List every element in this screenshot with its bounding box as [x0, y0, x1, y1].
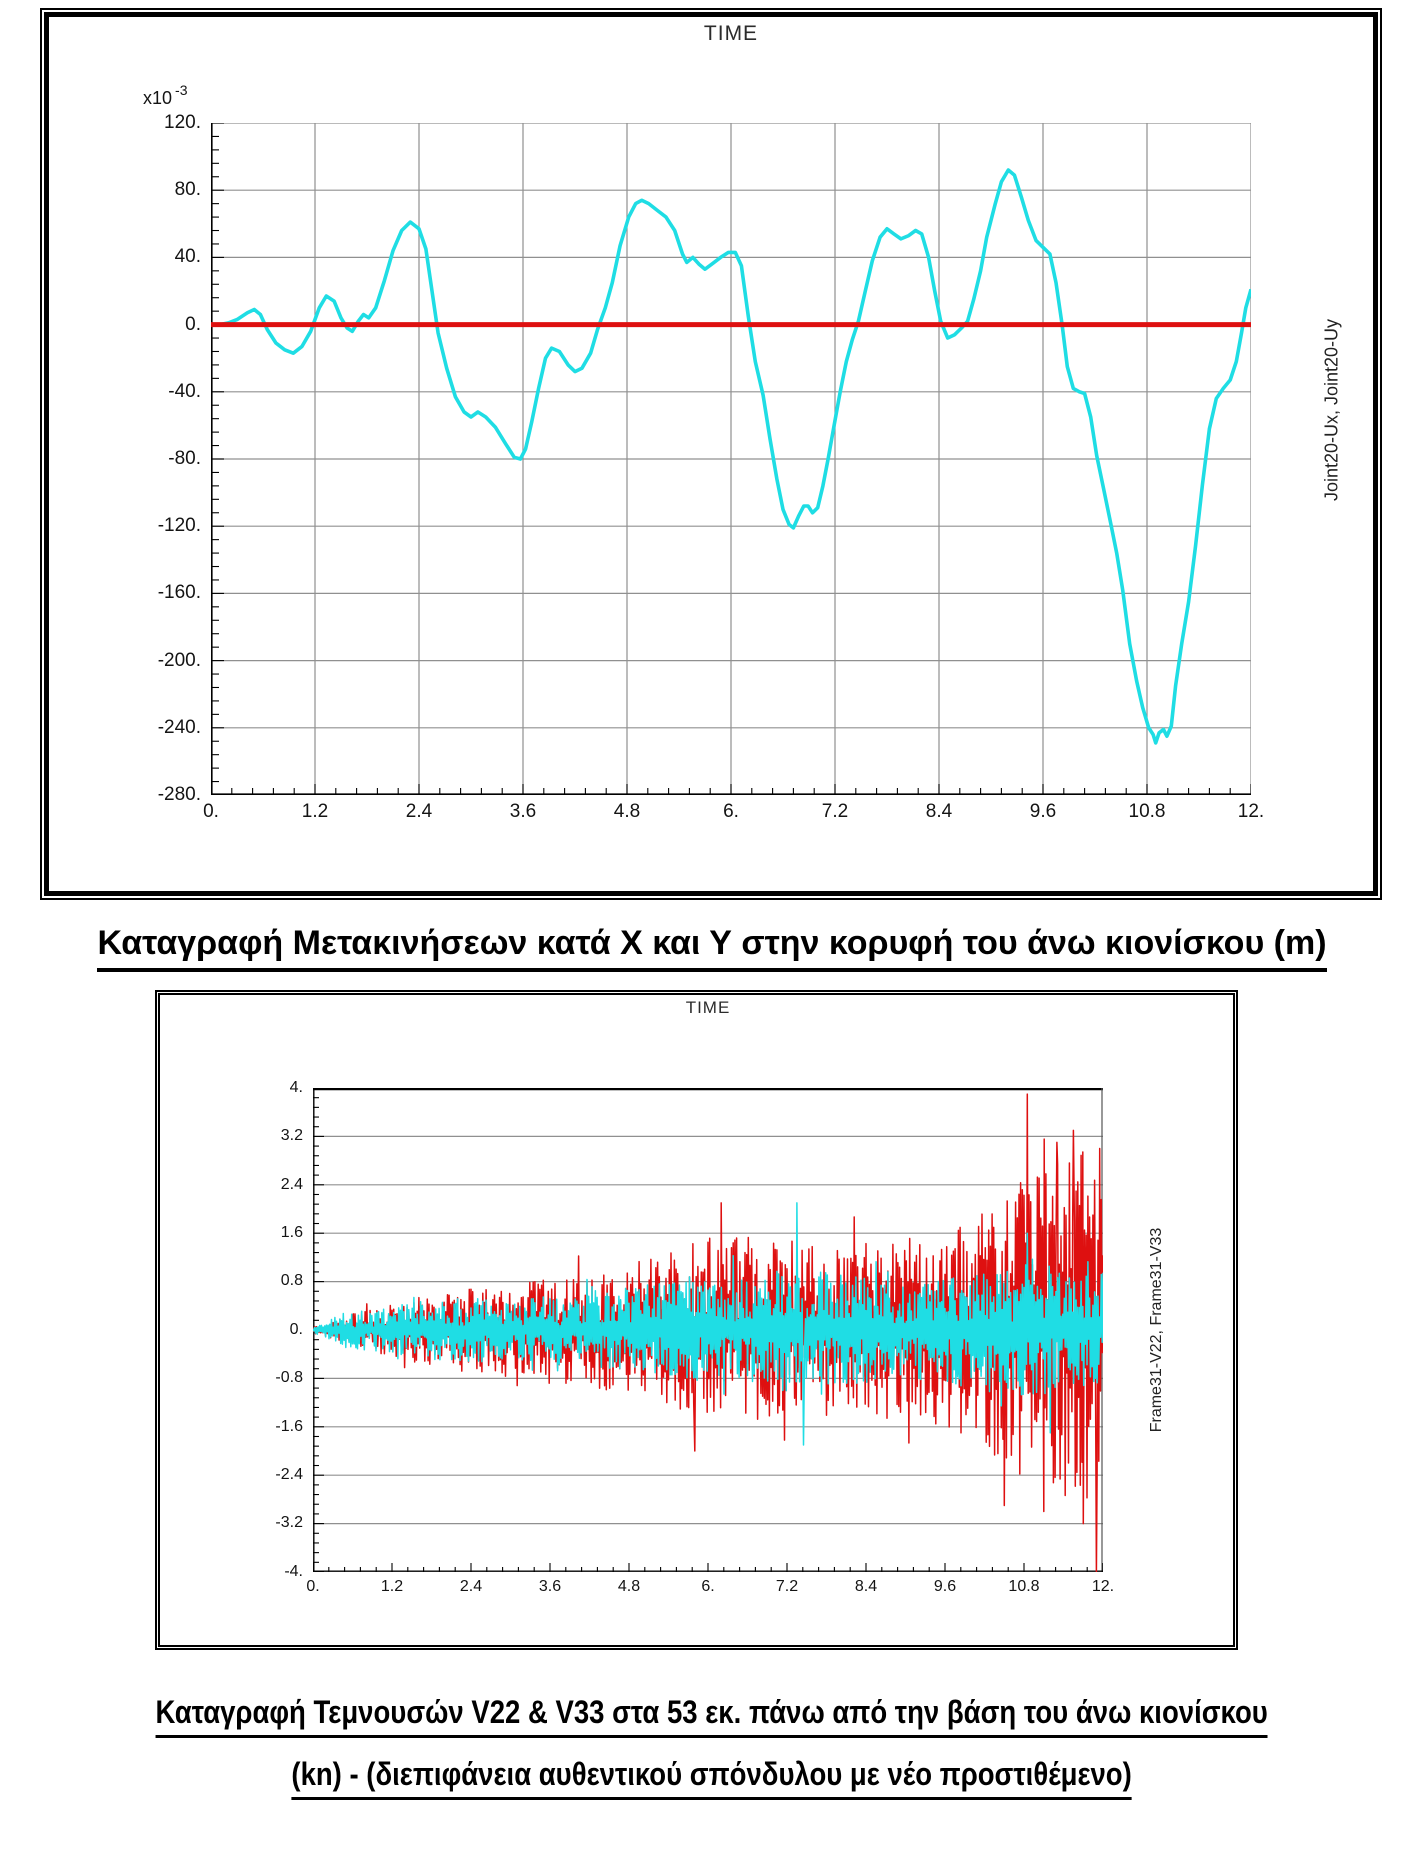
y-tick-label: -0.8 [275, 1369, 303, 1387]
y-tick-label: -80. [168, 447, 201, 469]
y-tick-label: -240. [157, 716, 201, 738]
x-tick-label: 7.2 [821, 801, 849, 822]
y-tick-label: -4. [284, 1562, 303, 1580]
y-tick-label: 4. [289, 1078, 303, 1096]
y-tick-label: 2.4 [280, 1175, 303, 1193]
top-chart: TIME x10 -3 Joint20-Ux, Joint20-Uy 120. 80… [40, 8, 1382, 900]
y-tick-label: -160. [157, 582, 201, 604]
y-tick-label: 0. [185, 313, 201, 335]
y-tick-label: 120. [164, 111, 201, 133]
y-tick-label: -2.4 [275, 1465, 303, 1483]
x-tick-label: 12. [1091, 1578, 1115, 1595]
x-tick-label: 8.4 [925, 801, 953, 822]
Frame31-V22,Frame31-V33-plot-area [313, 1088, 1103, 1572]
y-tick-label: 80. [174, 179, 201, 201]
y-tick-label: -1.6 [275, 1417, 303, 1435]
Joint20-Ux,Joint20-Uy-plot-area [211, 123, 1251, 795]
x-tick-label: 4.8 [613, 801, 641, 822]
y-tick-label: -3.2 [275, 1514, 303, 1532]
top-chart-inner-frame [44, 12, 1378, 896]
x-tick-label: 6. [723, 801, 739, 822]
y-tick-label: -120. [157, 515, 201, 537]
bottom-chart-inner-frame [158, 993, 1235, 1647]
x-tick-label: 7.2 [775, 1578, 799, 1595]
y-tick-label: 0. [289, 1320, 303, 1338]
x-tick-label: 2.4 [405, 801, 433, 822]
y-tick-label: -280. [157, 783, 201, 805]
x-tick-label: 9.6 [933, 1578, 957, 1595]
x-tick-label: 2.4 [459, 1578, 483, 1595]
caption-shear-line2: (kn) - (διεπιφάνεια αυθεντικού σπόνδυλου… [0, 1756, 1424, 1800]
top-chart-title: TIME [703, 22, 759, 45]
top-chart-right-axis-label: Joint20-Ux, Joint20-Uy [1321, 318, 1342, 502]
y-tick-label: 3.2 [280, 1127, 303, 1145]
y-tick-label: -40. [168, 380, 201, 402]
Frame31-V33-curve [313, 1202, 1103, 1446]
caption-shear-line1: Καταγραφή Τεμνουσών V22 & V33 στα 53 εκ.… [0, 1694, 1424, 1738]
bottom-chart: TIME Frame31-V22, Frame31-V33 4. 3.2 2.4 1.… [155, 990, 1238, 1650]
x-tick-label: 3.6 [538, 1578, 562, 1595]
y-axis-multiplier-label: x10 -3 [143, 82, 188, 108]
y-tick-label: 1.6 [280, 1223, 303, 1241]
x-tick-label: 3.6 [509, 801, 537, 822]
x-tick-label: 10.8 [1008, 1578, 1040, 1595]
x-tick-label: 8.4 [854, 1578, 878, 1595]
caption-displacements: Καταγραφή Μετακινήσεων κατά Χ και Υ στην… [0, 924, 1424, 972]
y-tick-label: 0.8 [280, 1272, 303, 1290]
y-tick-label: 40. [174, 246, 201, 268]
x-tick-label: 6. [701, 1578, 715, 1595]
x-tick-label: 0. [306, 1578, 320, 1595]
x-tick-label: 1.2 [380, 1578, 404, 1595]
x-tick-label: 12. [1237, 801, 1265, 822]
y-tick-label: -200. [157, 649, 201, 671]
x-tick-label: 1.2 [301, 801, 329, 822]
x-tick-label: 0. [203, 801, 219, 822]
bottom-chart-title: TIME [685, 998, 731, 1017]
bottom-chart-right-axis-label: Frame31-V22, Frame31-V33 [1148, 1227, 1165, 1433]
x-tick-label: 9.6 [1029, 801, 1057, 822]
Joint20-Ux-curve [211, 168, 1251, 745]
top-chart-outer-frame [40, 8, 1382, 900]
x-tick-label: 10.8 [1128, 801, 1166, 822]
x-tick-label: 4.8 [617, 1578, 641, 1595]
bottom-chart-outer-frame [155, 990, 1238, 1650]
